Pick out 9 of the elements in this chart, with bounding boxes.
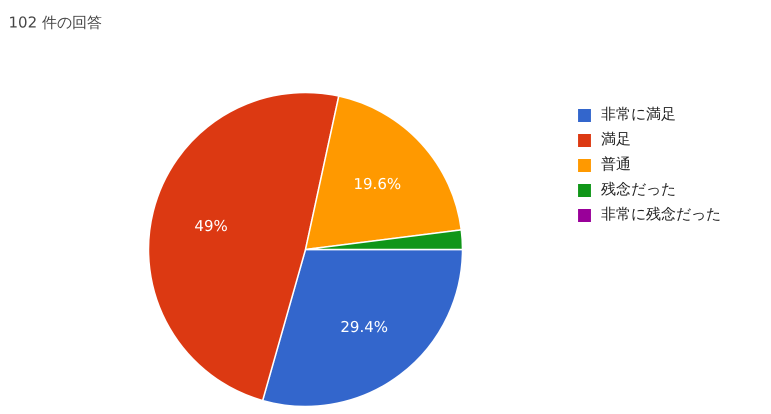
legend-label: 非常に残念だった [601, 205, 721, 224]
legend-label: 残念だった [601, 180, 676, 199]
data-label: 49% [194, 216, 228, 235]
legend-label: 普通 [601, 155, 631, 174]
legend-label: 非常に満足 [601, 105, 676, 124]
chart-title: 102 件の回答 [8, 14, 102, 32]
data-label: 29.4% [340, 318, 388, 336]
data-label: 19.6% [353, 174, 402, 193]
legend-label: 満足 [601, 130, 631, 149]
